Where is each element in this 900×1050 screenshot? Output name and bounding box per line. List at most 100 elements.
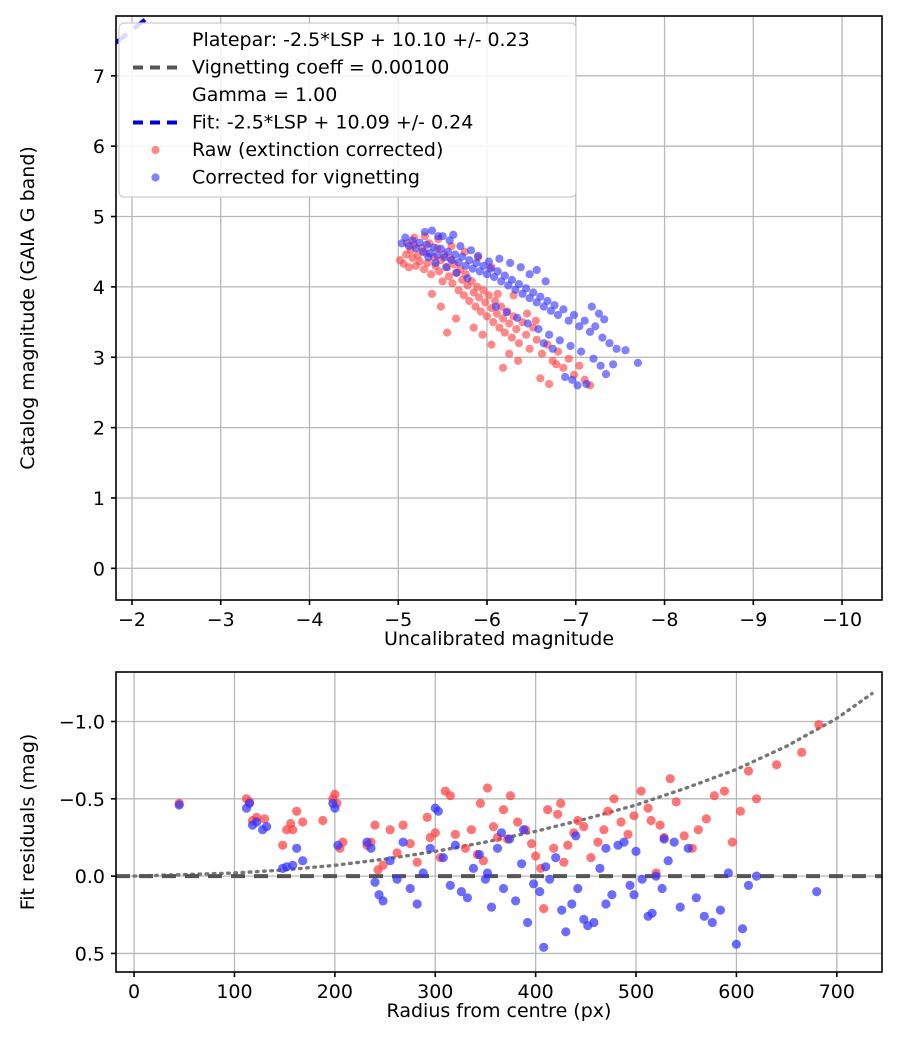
residual-point — [631, 846, 641, 857]
residual-point — [252, 817, 262, 827]
scatter-point — [621, 346, 630, 355]
scatter-point — [532, 265, 541, 275]
residual-point — [523, 917, 533, 928]
residual-point — [657, 883, 667, 894]
residual-point — [663, 856, 673, 866]
residual-point — [392, 874, 402, 884]
residual-point — [385, 825, 395, 835]
scatter-point — [476, 307, 485, 316]
residual-point — [607, 890, 617, 900]
scatter-point — [427, 270, 436, 279]
scatter-point — [471, 302, 480, 311]
scatter-point — [463, 274, 472, 283]
top-y-tick-label: 5 — [93, 207, 105, 229]
residual-point — [174, 800, 184, 810]
top-x-tick-label: −8 — [651, 609, 679, 631]
scatter-point — [438, 277, 447, 286]
residual-point — [579, 822, 589, 832]
legend: Platepar: -2.5*LSP + 10.10 +/- 0.23 Vigne… — [118, 22, 577, 198]
scatter-point — [431, 258, 440, 268]
scatter-point — [491, 302, 500, 311]
scatter-point — [561, 372, 570, 382]
scatter-point — [500, 328, 509, 337]
residual-point — [498, 883, 509, 894]
scatter-point — [545, 379, 554, 389]
scatter-point — [472, 258, 481, 268]
residual-point — [707, 917, 717, 928]
scatter-point — [452, 268, 461, 277]
residual-point — [539, 942, 549, 952]
scatter-point — [609, 360, 618, 369]
scatter-point — [559, 363, 568, 372]
residual-point — [519, 825, 529, 835]
residual-point — [286, 818, 296, 829]
scatter-point — [534, 325, 543, 334]
scatter-point — [523, 319, 532, 328]
top-x-axis-label: Uncalibrated magnitude — [384, 628, 614, 650]
residual-point — [573, 883, 583, 894]
scatter-point — [478, 330, 487, 339]
scatter-point — [427, 226, 437, 235]
residual-point — [425, 843, 435, 853]
scatter-point — [498, 363, 508, 372]
scatter-point — [594, 309, 604, 318]
scatter-point — [458, 252, 467, 261]
top-scatter-points — [395, 226, 643, 390]
residual-point — [593, 837, 603, 847]
scatter-point — [473, 282, 482, 291]
top-y-tick-label: 0 — [93, 558, 105, 580]
scatter-point — [427, 289, 437, 298]
residual-point — [589, 917, 599, 928]
residual-point — [701, 814, 711, 824]
residual-point — [422, 812, 432, 823]
residual-point — [671, 797, 681, 807]
residual-point — [260, 814, 270, 824]
residual-point — [475, 798, 485, 809]
residual-point — [445, 791, 455, 801]
scatter-point — [474, 293, 484, 302]
scatter-point — [514, 356, 523, 365]
scatter-point — [600, 315, 609, 324]
scatter-point — [598, 333, 607, 342]
residual-y-axis-label: Fit residuals (mag) — [17, 734, 39, 911]
residual-point — [385, 856, 395, 866]
residual-point — [709, 791, 719, 801]
residual-point — [619, 837, 629, 847]
scatter-point — [633, 358, 643, 367]
residual-point — [553, 809, 563, 819]
residual-y-tick-labels: 0.5 0.0 −0.5 −1.0 — [59, 711, 105, 965]
residual-point — [679, 831, 689, 841]
residual-point — [505, 791, 516, 801]
scatter-point — [601, 370, 611, 379]
residual-point — [797, 747, 807, 758]
scatter-point — [550, 301, 559, 310]
residual-point — [405, 883, 415, 894]
scatter-point — [552, 360, 561, 369]
scatter-point — [536, 374, 545, 383]
scatter-point — [448, 279, 457, 288]
scatter-point — [580, 316, 589, 325]
scatter-point — [481, 298, 490, 307]
residual-point — [482, 783, 493, 793]
residual-point — [430, 828, 440, 838]
residual-point — [599, 825, 609, 835]
residual-point — [719, 786, 730, 796]
scatter-point — [573, 381, 582, 390]
scatter-point — [575, 322, 584, 331]
scatter-point — [493, 289, 502, 298]
residual-point — [737, 924, 748, 934]
scatter-point — [522, 330, 531, 339]
residual-point — [715, 905, 726, 915]
scatter-point — [585, 327, 595, 336]
residual-point — [563, 840, 573, 850]
residual-point — [751, 794, 762, 804]
scatter-point — [559, 305, 568, 314]
residual-point — [438, 853, 448, 863]
residual-point — [517, 859, 527, 869]
residual-point — [541, 862, 551, 872]
scatter-point — [489, 318, 498, 327]
scatter-point — [612, 344, 621, 353]
top-axes-frame — [115, 15, 883, 601]
scatter-point — [577, 347, 586, 356]
